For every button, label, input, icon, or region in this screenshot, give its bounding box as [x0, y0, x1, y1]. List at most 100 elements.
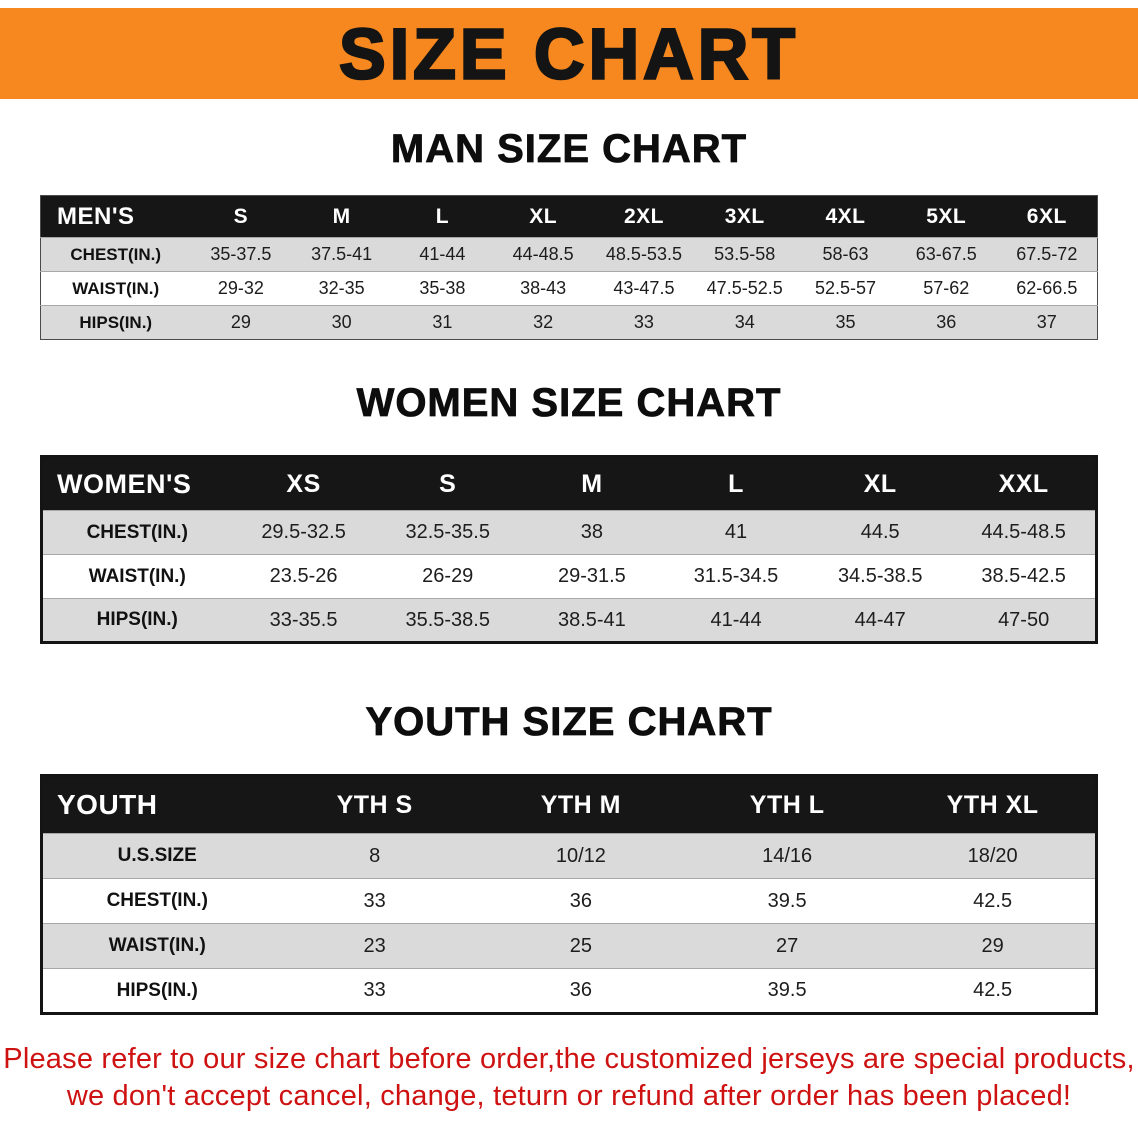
row-label-cell: CHEST(IN.): [41, 510, 232, 555]
women-size-table: WOMEN'S XS S M L XL XXL CHEST(IN.) 29.5-32.5 32.…: [40, 455, 1098, 644]
row-label-cell: HIPS(IN.): [41, 598, 232, 643]
size-chart-banner: SIZE CHART: [0, 8, 1138, 99]
value-cell: 37.5-41: [291, 237, 393, 272]
size-header-cell: YTH XL: [890, 775, 1097, 834]
value-cell: 8: [271, 833, 478, 879]
size-header-cell: 5XL: [895, 195, 997, 238]
size-header-cell: XS: [231, 456, 376, 511]
table-row: HIPS(IN.) 33 36 39.5 42.5: [41, 968, 1097, 1014]
row-label-cell: CHEST(IN.): [41, 878, 272, 924]
size-header-cell: L: [663, 456, 809, 511]
value-cell: 31.5-34.5: [663, 554, 809, 599]
value-cell: 23: [271, 923, 478, 969]
row-label-cell: WAIST(IN.): [41, 923, 272, 969]
disclaimer: Please refer to our size chart before or…: [0, 1041, 1138, 1115]
men-table-header-row: MEN'S S M L XL 2XL 3XL 4XL 5XL 6XL: [40, 195, 1098, 238]
size-header-cell: YTH M: [477, 775, 684, 834]
size-header-cell: L: [392, 195, 493, 238]
value-cell: 44.5: [808, 510, 953, 555]
table-title-cell: WOMEN'S: [41, 456, 232, 511]
row-label-cell: U.S.SIZE: [41, 833, 272, 879]
size-header-cell: 2XL: [593, 195, 695, 238]
section-men: MAN SIZE CHART MEN'S S M L XL 2XL 3XL 4XL 5XL 6XL…: [0, 126, 1138, 340]
value-cell: 47.5-52.5: [694, 271, 796, 306]
value-cell: 42.5: [890, 968, 1097, 1014]
size-header-cell: YTH L: [684, 775, 891, 834]
value-cell: 62-66.5: [996, 271, 1098, 306]
value-cell: 35: [795, 305, 896, 340]
value-cell: 58-63: [795, 237, 896, 272]
value-cell: 29-32: [190, 271, 292, 306]
value-cell: 36: [895, 305, 997, 340]
value-cell: 27: [684, 923, 891, 969]
value-cell: 35.5-38.5: [375, 598, 520, 643]
value-cell: 33-35.5: [231, 598, 376, 643]
value-cell: 14/16: [684, 833, 891, 879]
value-cell: 39.5: [684, 968, 891, 1014]
row-label-cell: WAIST(IN.): [41, 554, 232, 599]
value-cell: 38-43: [492, 271, 594, 306]
value-cell: 41-44: [663, 598, 809, 643]
row-label-cell: CHEST(IN.): [40, 237, 191, 272]
value-cell: 26-29: [375, 554, 520, 599]
value-cell: 38.5-41: [519, 598, 664, 643]
value-cell: 44-47: [808, 598, 953, 643]
banner-title: SIZE CHART: [338, 12, 799, 94]
value-cell: 53.5-58: [694, 237, 796, 272]
table-row: CHEST(IN.) 29.5-32.5 32.5-35.5 38 41 44.5 44.5…: [41, 510, 1097, 555]
value-cell: 39.5: [684, 878, 891, 924]
youth-section-heading: YOUTH SIZE CHART: [365, 700, 773, 745]
size-header-cell: 4XL: [795, 195, 896, 238]
value-cell: 35-37.5: [190, 237, 292, 272]
value-cell: 42.5: [890, 878, 1097, 924]
table-row: HIPS(IN.) 33-35.5 35.5-38.5 38.5-41 41-44 44-…: [41, 598, 1097, 643]
value-cell: 36: [477, 968, 684, 1014]
table-row: WAIST(IN.) 23 25 27 29: [41, 923, 1097, 969]
value-cell: 47-50: [952, 598, 1097, 643]
row-label-cell: HIPS(IN.): [40, 305, 191, 340]
men-size-table: MEN'S S M L XL 2XL 3XL 4XL 5XL 6XL CHEST(IN.) 35-3…: [40, 195, 1098, 340]
value-cell: 57-62: [895, 271, 997, 306]
value-cell: 38: [519, 510, 664, 555]
value-cell: 44.5-48.5: [952, 510, 1097, 555]
youth-size-table: YOUTH YTH S YTH M YTH L YTH XL U.S.SIZE 8 10/1…: [40, 774, 1098, 1015]
table-row: WAIST(IN.) 29-32 32-35 35-38 38-43 43-47.5 47.…: [40, 271, 1098, 306]
value-cell: 48.5-53.5: [593, 237, 695, 272]
value-cell: 37: [996, 305, 1098, 340]
disclaimer-line-2: we don't accept cancel, change, teturn o…: [66, 1080, 1072, 1112]
value-cell: 29.5-32.5: [231, 510, 376, 555]
section-women: WOMEN SIZE CHART WOMEN'S XS S M L XL XXL CHEST…: [0, 380, 1138, 644]
value-cell: 34.5-38.5: [808, 554, 953, 599]
value-cell: 38.5-42.5: [952, 554, 1097, 599]
value-cell: 44-48.5: [492, 237, 594, 272]
value-cell: 31: [392, 305, 493, 340]
table-title-cell: YOUTH: [41, 775, 272, 834]
value-cell: 33: [593, 305, 695, 340]
size-header-cell: XL: [492, 195, 594, 238]
value-cell: 23.5-26: [231, 554, 376, 599]
value-cell: 63-67.5: [895, 237, 997, 272]
size-header-cell: S: [190, 195, 292, 238]
size-header-cell: M: [291, 195, 393, 238]
value-cell: 25: [477, 923, 684, 969]
women-section-heading: WOMEN SIZE CHART: [356, 381, 782, 426]
youth-table-header-row: YOUTH YTH S YTH M YTH L YTH XL: [41, 775, 1097, 834]
table-row: CHEST(IN.) 33 36 39.5 42.5: [41, 878, 1097, 924]
table-row: U.S.SIZE 8 10/12 14/16 18/20: [41, 833, 1097, 879]
value-cell: 67.5-72: [996, 237, 1098, 272]
value-cell: 33: [271, 968, 478, 1014]
size-header-cell: YTH S: [271, 775, 478, 834]
size-header-cell: 6XL: [996, 195, 1098, 238]
table-row: WAIST(IN.) 23.5-26 26-29 29-31.5 31.5-34.5 34…: [41, 554, 1097, 599]
table-title-cell: MEN'S: [40, 195, 191, 238]
value-cell: 32-35: [291, 271, 393, 306]
value-cell: 32.5-35.5: [375, 510, 520, 555]
value-cell: 30: [291, 305, 393, 340]
value-cell: 29: [190, 305, 292, 340]
size-header-cell: 3XL: [694, 195, 796, 238]
value-cell: 18/20: [890, 833, 1097, 879]
value-cell: 36: [477, 878, 684, 924]
value-cell: 10/12: [477, 833, 684, 879]
size-header-cell: S: [375, 456, 520, 511]
men-section-heading: MAN SIZE CHART: [390, 127, 748, 172]
